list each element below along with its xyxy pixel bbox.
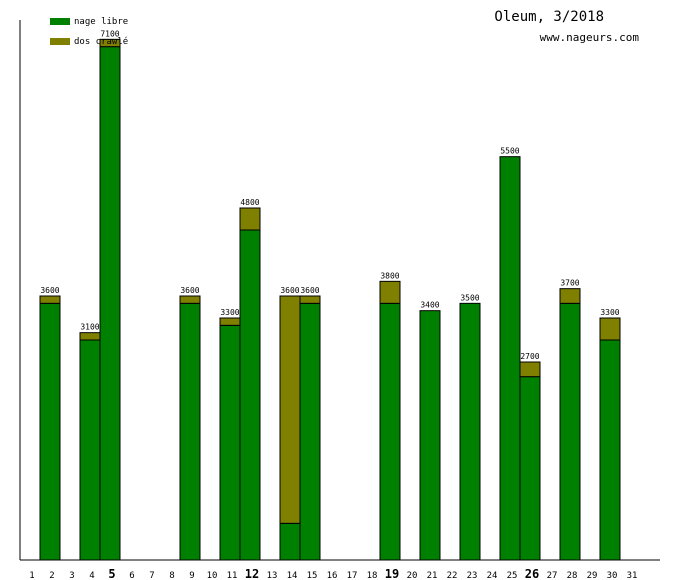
bar-segment-dos-crawle bbox=[39, 295, 61, 304]
bar-segment-dos-crawle bbox=[279, 295, 301, 524]
bar-total-label: 3500 bbox=[460, 293, 479, 302]
legend-swatch-dos-crawle bbox=[50, 38, 70, 45]
site-url: www.nageurs.com bbox=[539, 31, 639, 44]
chart-axes: 1 2 3 4 5 6 7 8 9 10 11 12 13 14 15 16 17 18 19 20 21 22 23 24 2… bbox=[19, 20, 660, 580]
bar-segment-nage-libre bbox=[99, 46, 121, 561]
bar-segment-dos-crawle bbox=[239, 207, 261, 231]
x-tick-label: 17 bbox=[347, 571, 358, 580]
bar-segment-nage-libre bbox=[79, 339, 101, 561]
x-tick-label: 14 bbox=[287, 571, 298, 580]
x-tick-label: 1 bbox=[29, 571, 34, 580]
bar-segment-nage-libre bbox=[239, 229, 261, 561]
bar-total-label: 3600 bbox=[40, 286, 59, 295]
bar-segment-dos-crawle bbox=[99, 38, 121, 48]
x-tick-label: 11 bbox=[227, 571, 238, 580]
bar-total-label: 4800 bbox=[240, 198, 259, 207]
bar-segment-dos-crawle bbox=[599, 317, 621, 341]
x-tick-label: 5 bbox=[108, 567, 115, 580]
bar-total-label: 3600 bbox=[280, 286, 299, 295]
x-tick-label: 26 bbox=[525, 567, 539, 580]
legend-label-dos-crawle: dos crawlé bbox=[74, 37, 129, 47]
bar-segment-dos-crawle bbox=[179, 295, 201, 304]
bar-total-label: 3300 bbox=[600, 308, 619, 317]
x-tick-label: 10 bbox=[207, 571, 218, 580]
bar-total-label: 2700 bbox=[520, 352, 539, 361]
bar-segment-dos-crawle bbox=[79, 332, 101, 341]
x-tick-label: 16 bbox=[327, 571, 338, 580]
x-tick-label: 9 bbox=[189, 571, 194, 580]
bar-total-label: 5500 bbox=[500, 147, 519, 156]
bar-segment-nage-libre bbox=[559, 302, 581, 561]
bar-segment-nage-libre bbox=[179, 302, 201, 561]
chart-title: Oleum, 3/2018 bbox=[494, 9, 604, 25]
bar-segment-dos-crawle bbox=[299, 295, 321, 304]
x-tick-label: 29 bbox=[587, 571, 598, 580]
x-tick-label: 23 bbox=[467, 571, 478, 580]
x-tick-label: 18 bbox=[367, 571, 378, 580]
legend-label-nage-libre: nage libre bbox=[74, 17, 129, 27]
x-tick-label: 8 bbox=[169, 571, 174, 580]
x-tick-label: 24 bbox=[487, 571, 498, 580]
x-tick-label: 20 bbox=[407, 571, 418, 580]
x-tick-label: 21 bbox=[427, 571, 438, 580]
legend-item-nage-libre: nage libre bbox=[50, 17, 128, 27]
bar-total-label: 3800 bbox=[380, 271, 399, 280]
x-tick-label: 19 bbox=[385, 567, 399, 580]
x-tick-label: 31 bbox=[627, 571, 638, 580]
x-tick-label: 27 bbox=[547, 571, 558, 580]
bar-total-label: 3600 bbox=[300, 286, 319, 295]
bar-total-label: 3600 bbox=[180, 286, 199, 295]
bar-segment-nage-libre bbox=[299, 302, 321, 561]
x-tick-label: 30 bbox=[607, 571, 618, 580]
x-tick-label: 4 bbox=[89, 571, 94, 580]
bar-total-label: 3400 bbox=[420, 301, 439, 310]
bar-segment-dos-crawle bbox=[219, 317, 241, 326]
x-tick-label: 15 bbox=[307, 571, 318, 580]
bar-segment-nage-libre bbox=[39, 302, 61, 561]
legend-item-dos-crawle: dos crawlé bbox=[50, 37, 128, 47]
bar-segment-dos-crawle bbox=[519, 361, 541, 378]
x-tick-label: 6 bbox=[129, 571, 134, 580]
bar-segment-nage-libre bbox=[219, 324, 241, 561]
bar-segment-dos-crawle bbox=[559, 288, 581, 304]
bar-segment-nage-libre bbox=[419, 310, 441, 561]
bar-total-label: 7100 bbox=[100, 29, 119, 38]
x-tick-label: 7 bbox=[149, 571, 154, 580]
bar-segment-nage-libre bbox=[499, 156, 521, 561]
bar-segment-nage-libre bbox=[599, 339, 621, 561]
bar-total-label: 3700 bbox=[560, 279, 579, 288]
bar-segment-nage-libre bbox=[279, 522, 301, 561]
bar-total-label: 3300 bbox=[220, 308, 239, 317]
bar-total-label: 3100 bbox=[80, 323, 99, 332]
x-tick-label: 28 bbox=[567, 571, 578, 580]
legend-swatch-nage-libre bbox=[50, 18, 70, 25]
bar-segment-nage-libre bbox=[519, 376, 541, 561]
bar-segment-nage-libre bbox=[379, 302, 401, 561]
x-tick-label: 12 bbox=[245, 567, 259, 580]
x-tick-label: 2 bbox=[49, 571, 54, 580]
x-tick-label: 22 bbox=[447, 571, 458, 580]
bar-segment-nage-libre bbox=[459, 302, 481, 561]
x-tick-label: 13 bbox=[267, 571, 278, 580]
bar-segment-dos-crawle bbox=[379, 280, 401, 304]
x-tick-label: 3 bbox=[69, 571, 74, 580]
x-tick-label: 25 bbox=[507, 571, 518, 580]
chart-bars bbox=[39, 38, 621, 561]
